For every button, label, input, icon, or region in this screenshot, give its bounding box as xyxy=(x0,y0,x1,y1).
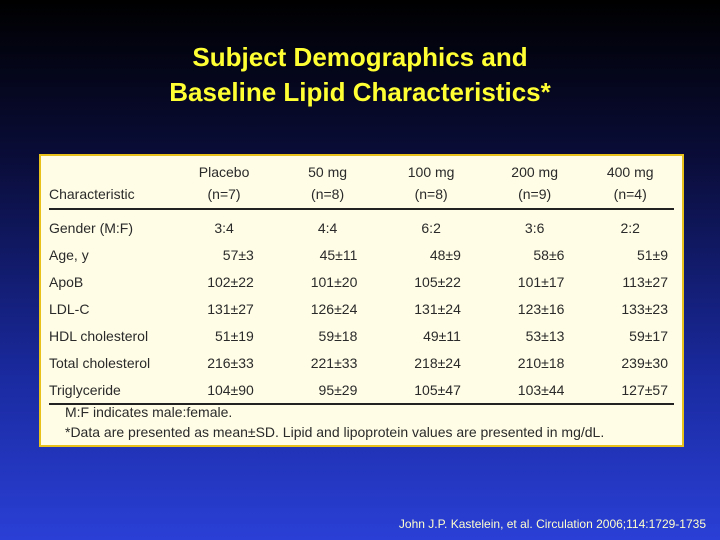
header-cell: Placebo xyxy=(198,164,250,180)
table-cell: 103±44 xyxy=(482,376,587,405)
table-cell: 59±17 xyxy=(629,327,668,344)
table-cell: 133±23 xyxy=(621,300,668,317)
table-footnotes: M:F indicates male:female. *Data are pre… xyxy=(65,402,604,442)
table-row: ApoB 102±22 101±20 105±22 101±17 113±27 xyxy=(49,268,674,295)
table-row: LDL-C 131±27 126±24 131±24 123±16 133±23 xyxy=(49,295,674,322)
table-row: Gender (M:F) 3:4 4:4 6:2 3:6 2:2 xyxy=(49,209,674,241)
row-label: Age, y xyxy=(49,246,89,263)
table-cell: 58±6 xyxy=(533,246,565,263)
table-row: Triglyceride 104±90 95±29 105±47 103±44 … xyxy=(49,376,674,405)
table-cell: 131±24 xyxy=(414,300,461,317)
footnote-data-note: *Data are presented as mean±SD. Lipid an… xyxy=(65,424,605,440)
table-cell: 127±57 xyxy=(586,376,674,405)
row-label: Triglyceride xyxy=(49,376,173,405)
header-cell: 100 mg xyxy=(407,164,455,180)
table-row: Total cholesterol 216±33 221±33 218±24 2… xyxy=(49,349,674,376)
table-cell: 3:6 xyxy=(524,219,545,236)
table-cell: 6:2 xyxy=(421,219,441,236)
slide-title: Subject Demographics and Baseline Lipid … xyxy=(0,40,720,110)
demographics-table: Placebo 50 mg 100 mg 200 mg 400 mg Chara… xyxy=(49,160,674,405)
header-row-bottom: Characteristic (n=7) (n=8) (n=8) (n=9) (… xyxy=(49,182,674,210)
table-cell: 105±47 xyxy=(379,376,483,405)
table-cell: 126±24 xyxy=(310,300,358,317)
table-cell: 131±27 xyxy=(207,300,254,317)
table-cell: 45±11 xyxy=(319,246,358,263)
header-cell: 50 mg xyxy=(308,164,348,180)
table-cell: 221±33 xyxy=(310,354,358,371)
table-cell: 101±17 xyxy=(517,273,565,290)
table-cell: 105±22 xyxy=(414,273,461,290)
table-cell: 113±27 xyxy=(622,273,668,290)
slide-title-line-2: Baseline Lipid Characteristics* xyxy=(169,77,551,107)
table-cell: 216±33 xyxy=(207,354,254,371)
header-cell: (n=7) xyxy=(172,182,276,210)
table-row: Age, y 57±3 45±11 48±9 58±6 51±9 xyxy=(49,241,674,268)
header-cell: Characteristic xyxy=(49,182,173,210)
table-cell: 49±11 xyxy=(423,327,461,344)
row-label: Gender (M:F) xyxy=(49,219,134,236)
row-label: LDL-C xyxy=(49,300,90,317)
row-label: HDL cholesterol xyxy=(49,327,149,344)
table-cell: 48±9 xyxy=(429,246,461,263)
table-cell: 101±20 xyxy=(310,273,358,290)
table-cell: 104±90 xyxy=(172,376,276,405)
header-row-top: Placebo 50 mg 100 mg 200 mg 400 mg xyxy=(49,160,674,182)
table-cell: 3:4 xyxy=(214,219,234,236)
header-cell: 400 mg xyxy=(606,164,654,180)
footnote-abbreviation: M:F indicates male:female. xyxy=(65,404,233,420)
table-cell: 95±29 xyxy=(275,376,380,405)
header-cell: (n=8) xyxy=(379,182,483,210)
table-panel: Placebo 50 mg 100 mg 200 mg 400 mg Chara… xyxy=(39,154,684,447)
table-cell: 218±24 xyxy=(414,354,461,371)
header-cell xyxy=(49,160,172,182)
row-label: Total cholesterol xyxy=(49,354,151,371)
table-cell: 51±19 xyxy=(215,327,254,344)
table-cell: 57±3 xyxy=(222,246,254,263)
header-cell: 200 mg xyxy=(511,164,558,180)
table-cell: 51±9 xyxy=(636,246,668,263)
table-cell: 59±18 xyxy=(318,327,358,344)
table-cell: 102±22 xyxy=(207,273,254,290)
table-cell: 239±30 xyxy=(621,354,668,371)
header-cell: (n=8) xyxy=(275,182,380,210)
table-cell: 123±16 xyxy=(517,300,565,317)
row-label: ApoB xyxy=(49,273,84,290)
table-cell: 53±13 xyxy=(525,327,565,344)
slide-title-line-1: Subject Demographics and xyxy=(192,42,528,72)
citation: John J.P. Kastelein, et al. Circulation … xyxy=(398,517,706,531)
table-row: HDL cholesterol 51±19 59±18 49±11 53±13 … xyxy=(49,322,674,349)
table-cell: 210±18 xyxy=(517,354,565,371)
header-cell: (n=9) xyxy=(482,182,587,210)
table-cell: 2:2 xyxy=(620,219,640,236)
table-cell: 4:4 xyxy=(317,219,338,236)
header-cell: (n=4) xyxy=(586,182,674,210)
